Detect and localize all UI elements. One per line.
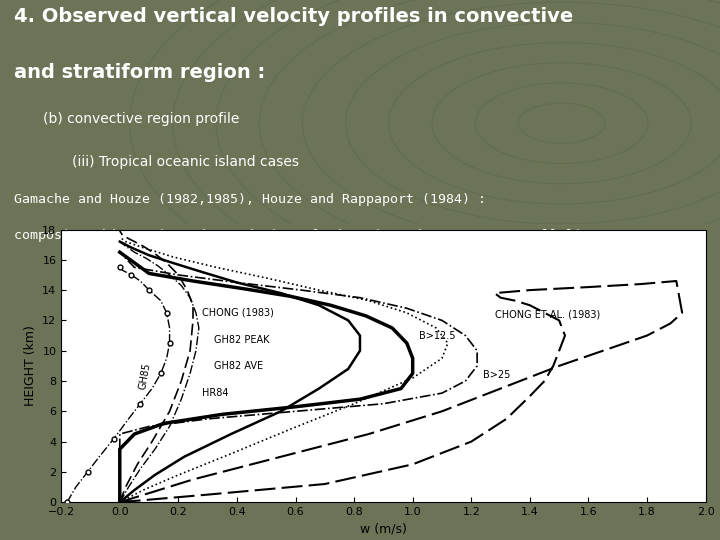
Text: and stratiform region :: and stratiform region : (14, 63, 266, 82)
Text: (iii) Tropical oceanic island cases: (iii) Tropical oceanic island cases (72, 154, 299, 168)
Text: HR84: HR84 (202, 388, 228, 398)
Text: composite ship rawinsondes and aircraft data in and near GATE squall line: composite ship rawinsondes and aircraft … (14, 228, 598, 241)
Text: Gamache and Houze (1982,1985), Houze and Rappaport (1984) :: Gamache and Houze (1982,1985), Houze and… (14, 193, 487, 206)
X-axis label: w (m/s): w (m/s) (360, 523, 407, 536)
Text: 4. Observed vertical velocity profiles in convective: 4. Observed vertical velocity profiles i… (14, 6, 574, 26)
Text: GH82 PEAK: GH82 PEAK (214, 335, 269, 345)
Text: GH82 AVE: GH82 AVE (214, 361, 263, 371)
Text: CHONG (1983): CHONG (1983) (202, 308, 274, 318)
Text: B>25: B>25 (483, 370, 510, 380)
Text: CHONG ET AL. (1983): CHONG ET AL. (1983) (495, 309, 600, 319)
Y-axis label: HEIGHT (km): HEIGHT (km) (24, 326, 37, 406)
Text: B>12.5: B>12.5 (418, 330, 455, 341)
Text: GH85: GH85 (138, 362, 152, 390)
Text: (b) convective region profile: (b) convective region profile (43, 112, 240, 126)
